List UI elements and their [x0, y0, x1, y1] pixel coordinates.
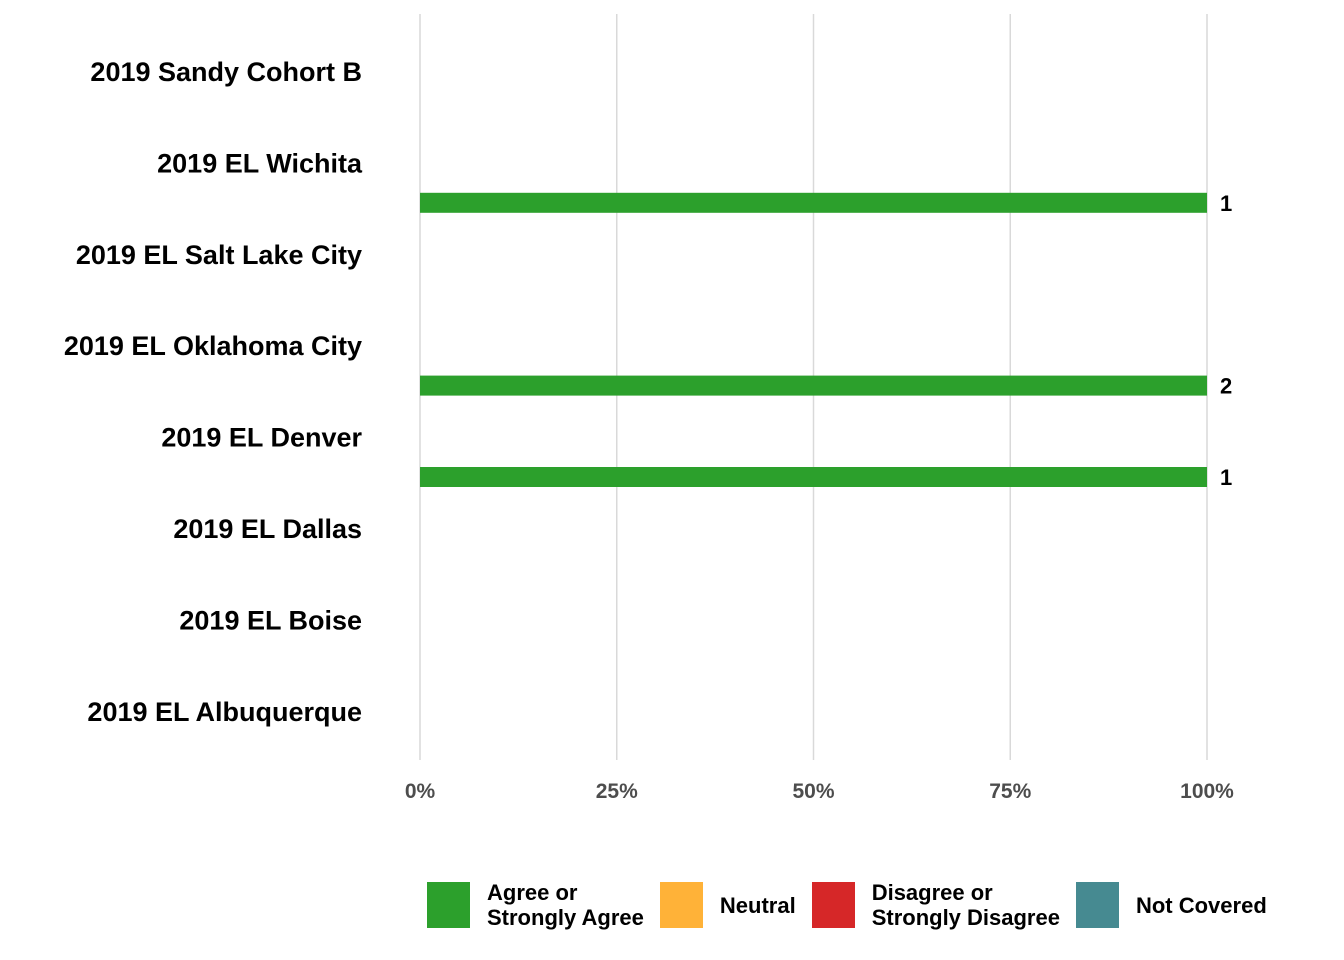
legend-swatch: [811, 882, 855, 928]
bars: [420, 192, 1207, 487]
x-tick-label: 100%: [1180, 780, 1234, 803]
category-label: 2019 EL Oklahoma City: [64, 331, 362, 361]
category-label: 2019 Sandy Cohort B: [90, 57, 362, 87]
category-label: 2019 EL Wichita: [157, 148, 363, 178]
legend-label: Neutral: [719, 892, 796, 918]
x-tick-label: 25%: [596, 780, 638, 803]
bar-count-label: 1: [1220, 465, 1232, 490]
bar-segment: [420, 192, 1207, 213]
data-labels: 1 2 1: [1220, 191, 1232, 490]
legend-item: Agree or Strongly Agree: [427, 880, 644, 930]
bar-segment: [420, 467, 1207, 487]
x-tick-label: 75%: [989, 780, 1031, 803]
bar-count-label: 2: [1220, 374, 1232, 399]
legend-item: Neutral: [659, 882, 796, 928]
bar-segment: [420, 375, 1207, 396]
legend-swatch: [1075, 882, 1119, 928]
legend-swatch: [659, 882, 703, 928]
category-labels: 2019 Sandy Cohort B 2019 EL Wichita 2019 E…: [64, 57, 363, 727]
legend-label: Not Covered: [1135, 892, 1267, 918]
legend: Agree or Strongly Agree Neutral Disagree o…: [427, 880, 1283, 930]
legend-label: Agree or Strongly Agree: [487, 880, 644, 930]
category-label: 2019 EL Dallas: [173, 514, 362, 544]
bar-count-label: 1: [1220, 191, 1232, 216]
x-tick-label: 50%: [792, 780, 834, 803]
legend-swatch: [427, 882, 470, 928]
x-axis-tick-labels: 0% 25% 50% 75% 100%: [405, 780, 1234, 803]
category-label: 2019 EL Albuquerque: [87, 697, 362, 727]
category-label: 2019 EL Boise: [179, 605, 362, 635]
category-label: 2019 EL Salt Lake City: [76, 240, 362, 270]
legend-item: Not Covered: [1075, 882, 1267, 928]
category-label: 2019 EL Denver: [161, 423, 362, 453]
x-tick-label: 0%: [405, 780, 436, 803]
legend-item: Disagree or Strongly Disagree: [811, 880, 1060, 930]
legend-label: Disagree or Strongly Disagree: [871, 880, 1060, 930]
